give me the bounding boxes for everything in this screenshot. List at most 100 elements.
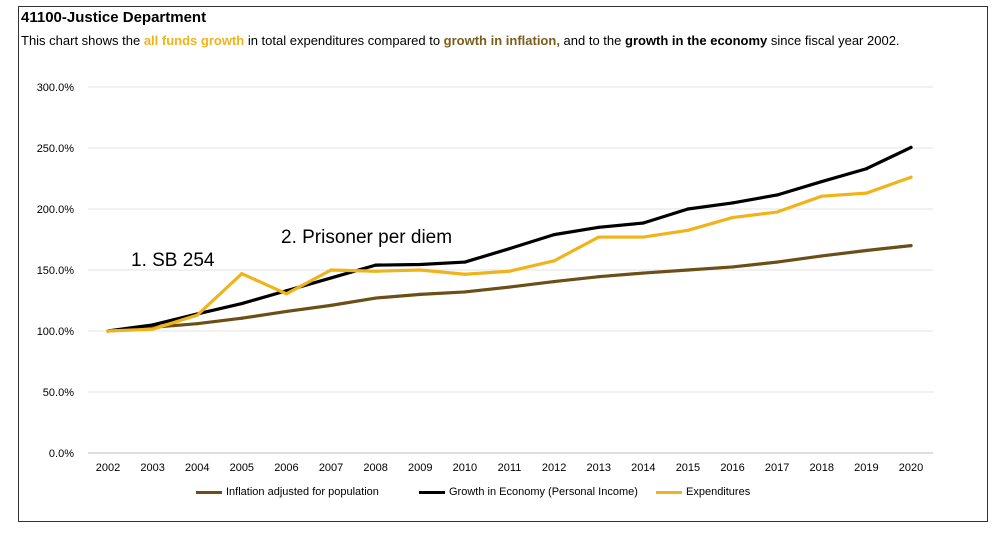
data-point (552, 233, 556, 237)
legend-label: Inflation adjusted for population (226, 486, 379, 498)
legend-swatch (196, 490, 222, 494)
data-point (507, 247, 512, 251)
data-point (374, 263, 378, 267)
y-axis-ticks: 0.0% 50.0% 100.0% 150.0% 200.0% 250.0% 300.0% (37, 82, 75, 460)
data-point (240, 316, 244, 320)
subtitle-text-3: and to the (559, 33, 625, 48)
x-tick-label: 2007 (319, 462, 343, 474)
y-tick-label: 150.0% (37, 265, 75, 277)
data-point (641, 235, 645, 239)
data-point (240, 301, 244, 306)
data-point (463, 272, 467, 276)
data-point (374, 269, 378, 273)
legend-swatch (419, 490, 445, 494)
subtitle-text-4: since fiscal year 2002. (767, 33, 900, 48)
data-point (284, 289, 289, 293)
x-tick-label: 2018 (810, 462, 834, 474)
y-tick-label: 100.0% (37, 326, 75, 338)
data-point (730, 265, 735, 269)
annotations: 1. SB 254 2. Prisoner per diem (131, 227, 452, 271)
subtitle-highlight-expenditures: all funds growth (143, 33, 245, 48)
x-axis-ticks: 2002 2003 2004 2005 2006 2007 2008 2009 2010 2011… (96, 462, 923, 474)
x-tick-label: 2013 (586, 462, 610, 474)
data-point (106, 329, 110, 333)
data-point (597, 235, 601, 239)
subtitle-text-2: in total expenditures compared to (244, 33, 444, 48)
data-point (195, 313, 199, 317)
y-tick-label: 50.0% (43, 387, 74, 399)
x-tick-label: 2019 (854, 462, 878, 474)
data-point (240, 272, 244, 276)
data-point (641, 221, 645, 225)
data-point (686, 207, 690, 211)
data-point (151, 327, 155, 331)
data-point (775, 210, 779, 214)
data-point (820, 254, 824, 258)
x-tick-label: 2010 (453, 462, 477, 474)
legend-label: Growth in Economy (Personal Income) (449, 486, 638, 498)
data-point (195, 322, 199, 326)
data-point (507, 269, 512, 273)
data-point (864, 248, 868, 253)
legend-swatch (656, 490, 682, 494)
data-point (909, 145, 913, 149)
data-point (374, 296, 378, 300)
x-tick-label: 2002 (96, 462, 120, 474)
x-tick-label: 2003 (140, 462, 164, 474)
data-point (864, 191, 868, 195)
data-point (552, 259, 556, 263)
data-point (820, 194, 824, 198)
y-tick-label: 250.0% (37, 143, 75, 155)
data-point (909, 244, 913, 248)
subtitle-highlight-inflation: growth in inflation, (443, 33, 560, 48)
series-line-2 (106, 145, 913, 333)
legend-item-1: Inflation adjusted for population (196, 486, 379, 498)
series-lines (106, 145, 913, 333)
data-point (820, 179, 824, 184)
data-point (864, 167, 868, 171)
chart-subtitle: This chart shows the all funds growth in… (21, 33, 971, 49)
data-point (418, 292, 422, 296)
x-tick-label: 2011 (498, 462, 522, 474)
data-point (329, 276, 333, 280)
legend-item-3: Expenditures (656, 486, 750, 498)
y-tick-label: 0.0% (49, 448, 74, 460)
x-tick-label: 2008 (363, 462, 387, 474)
data-point (418, 262, 422, 267)
x-tick-label: 2014 (631, 462, 655, 474)
chart-legend: Inflation adjusted for population Growth … (0, 486, 1000, 500)
chart-title: 41100-Justice Department (21, 9, 207, 26)
data-point (507, 285, 512, 289)
x-tick-label: 2017 (765, 462, 789, 474)
data-point (730, 201, 735, 205)
x-tick-label: 2009 (408, 462, 432, 474)
data-point (909, 175, 913, 179)
data-point (418, 268, 422, 272)
x-tick-label: 2004 (185, 462, 209, 474)
x-tick-label: 2020 (899, 462, 923, 474)
data-point (284, 309, 289, 314)
annotation-label: 2. Prisoner per diem (281, 227, 452, 248)
data-point (284, 292, 289, 296)
data-point (641, 271, 645, 275)
chart-frame (18, 6, 988, 522)
data-point (463, 290, 467, 294)
y-tick-label: 300.0% (37, 82, 75, 94)
data-point (463, 260, 467, 264)
data-point (775, 260, 779, 264)
data-point (597, 275, 601, 279)
x-tick-label: 2006 (274, 462, 298, 474)
data-point (151, 323, 155, 327)
subtitle-text-1: This chart shows the (21, 33, 144, 48)
y-tick-label: 200.0% (37, 204, 75, 216)
data-point (686, 228, 690, 232)
subtitle-highlight-economy: growth in the economy (625, 33, 768, 48)
data-point (329, 268, 333, 272)
x-tick-label: 2015 (676, 462, 700, 474)
data-point (730, 215, 735, 220)
x-tick-label: 2012 (542, 462, 566, 474)
data-point (775, 193, 779, 197)
annotation-label: 1. SB 254 (131, 250, 215, 271)
data-point (686, 268, 690, 272)
x-tick-label: 2016 (720, 462, 744, 474)
